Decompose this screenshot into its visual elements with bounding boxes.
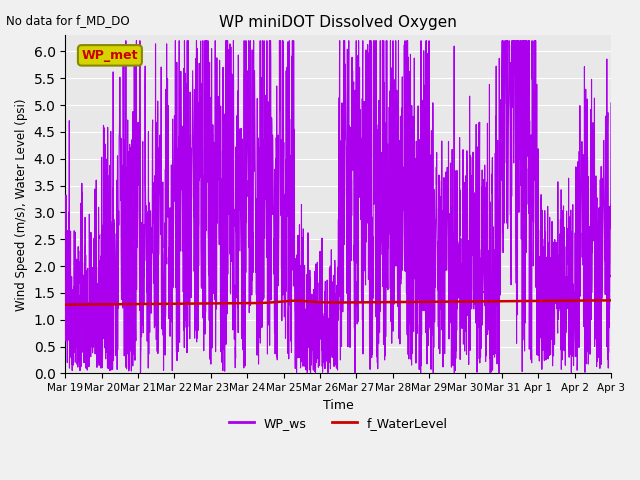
WP_ws — [61, 318, 69, 324]
X-axis label: Time: Time — [323, 398, 353, 412]
Text: No data for f_MD_DO: No data for f_MD_DO — [6, 14, 130, 27]
Legend: WP_ws, f_WaterLevel: WP_ws, f_WaterLevel — [224, 412, 452, 435]
Title: WP miniDOT Dissolved Oxygen: WP miniDOT Dissolved Oxygen — [220, 15, 457, 30]
WP_ws — [122, 38, 130, 44]
Y-axis label: Wind Speed (m/s), Water Level (psi): Wind Speed (m/s), Water Level (psi) — [15, 98, 28, 311]
WP_ws — [596, 271, 604, 276]
WP_ws — [417, 371, 424, 376]
Line: WP_ws: WP_ws — [65, 41, 611, 373]
f_WaterLevel — [61, 302, 69, 308]
Text: WP_met: WP_met — [82, 49, 138, 62]
f_WaterLevel — [538, 298, 545, 304]
Line: f_WaterLevel: f_WaterLevel — [65, 300, 611, 305]
WP_ws — [271, 167, 278, 172]
WP_ws — [538, 366, 546, 372]
f_WaterLevel — [124, 301, 131, 307]
WP_ws — [607, 100, 615, 106]
f_WaterLevel — [607, 298, 615, 303]
WP_ws — [124, 117, 132, 123]
WP_ws — [156, 152, 164, 158]
f_WaterLevel — [596, 298, 604, 303]
f_WaterLevel — [271, 300, 278, 305]
WP_ws — [294, 328, 302, 334]
f_WaterLevel — [294, 298, 302, 304]
f_WaterLevel — [156, 301, 164, 307]
